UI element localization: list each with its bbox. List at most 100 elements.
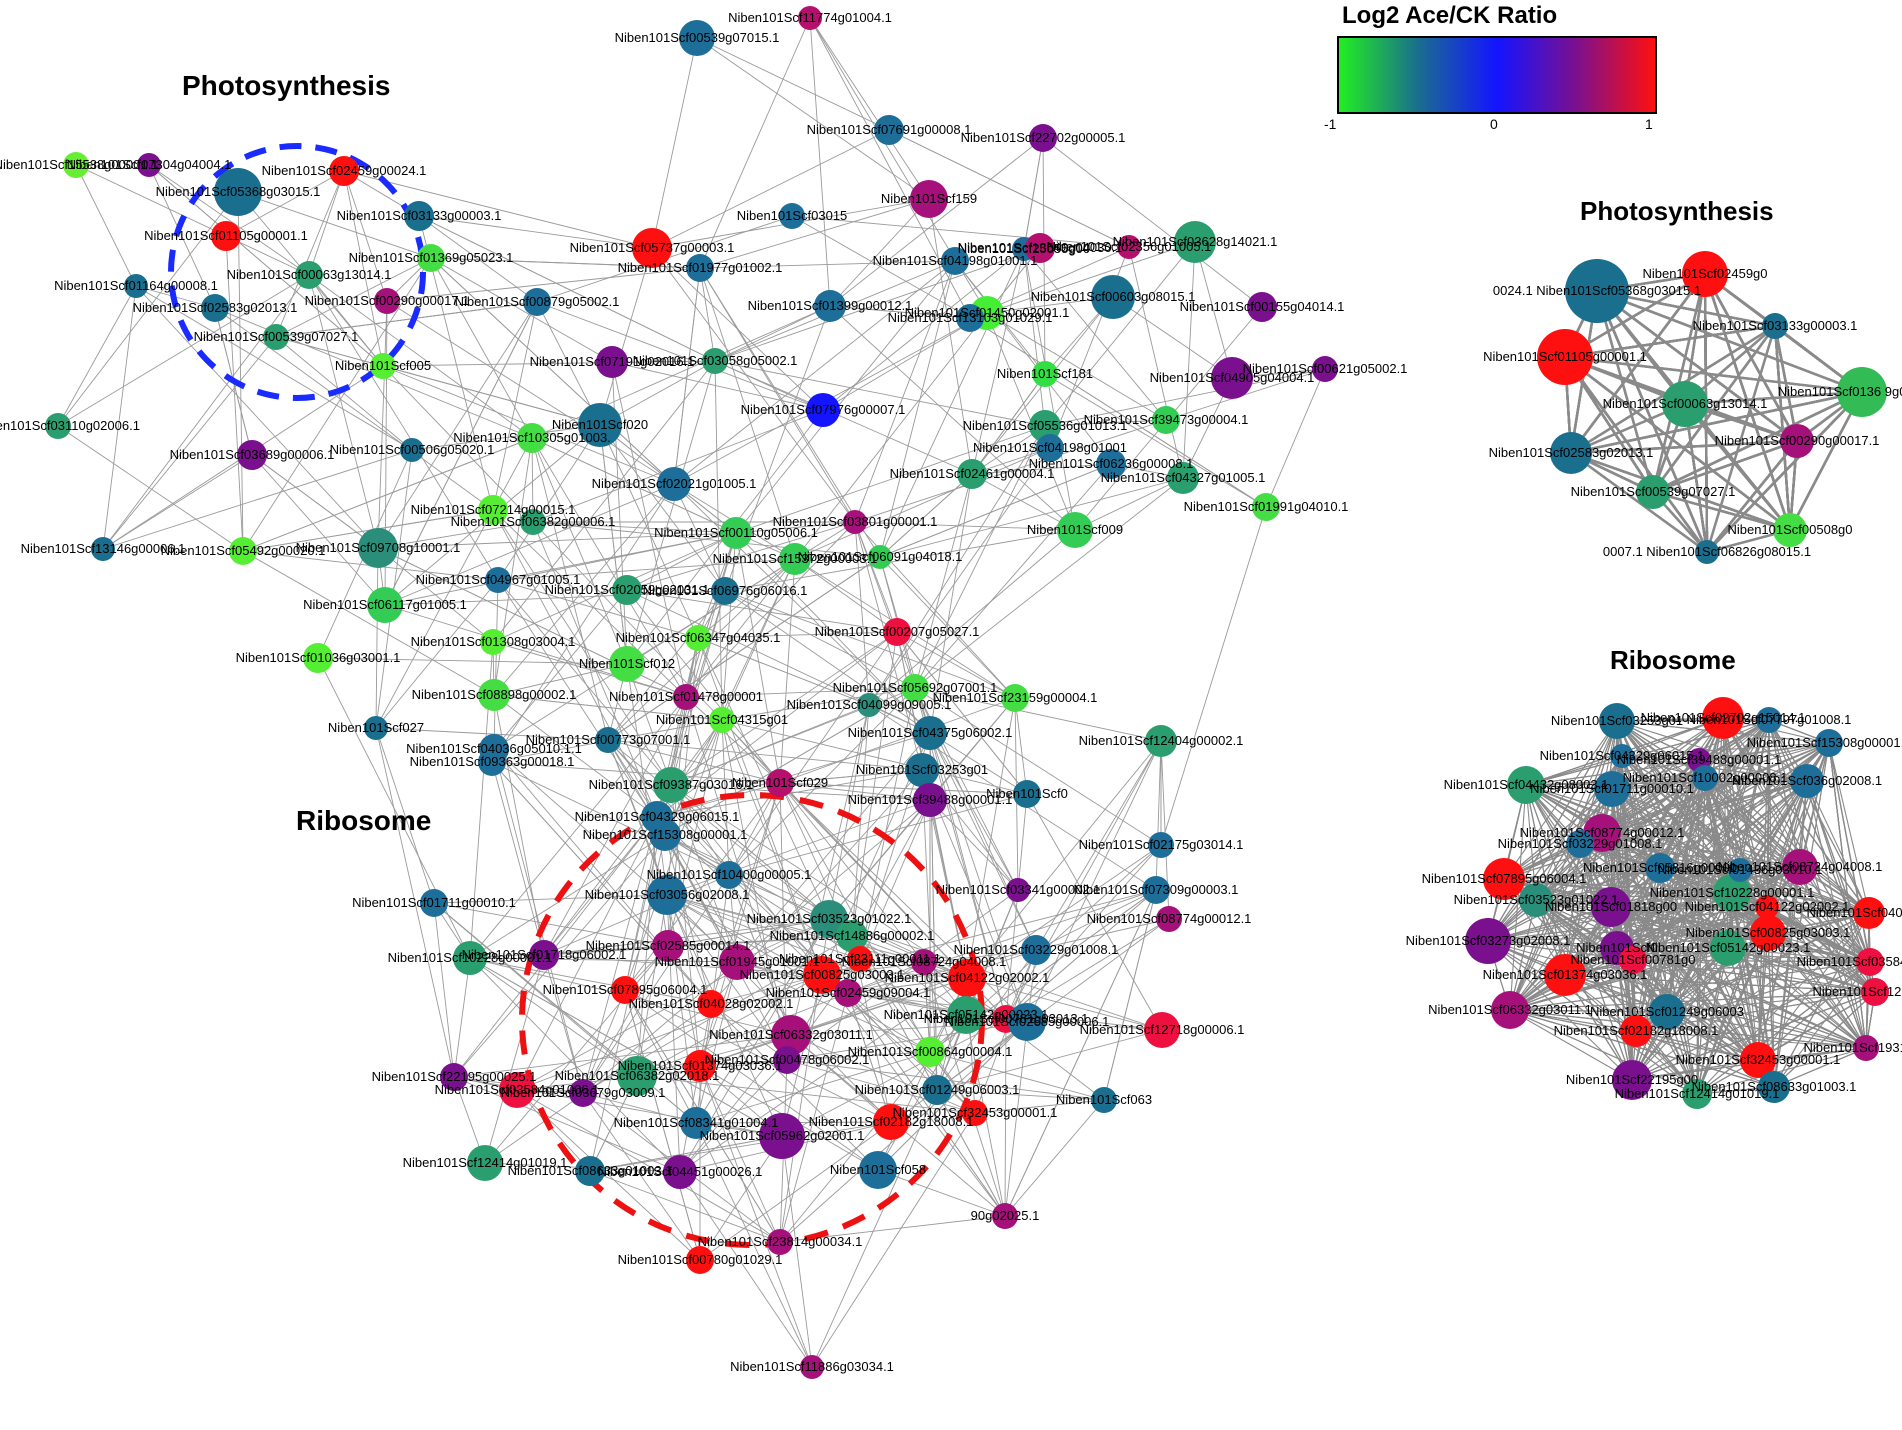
network-edge xyxy=(1616,719,1770,949)
main-node-label: Niben101Scf02461g00004.1 xyxy=(890,466,1055,481)
main-node xyxy=(124,274,148,298)
network-edge xyxy=(695,918,830,1124)
main-node-label: Niben101Scf10305g01003. xyxy=(453,430,611,445)
side-ribosome-node xyxy=(1566,830,1594,858)
network-edge xyxy=(491,761,545,956)
network-edge xyxy=(868,529,1076,706)
main-node xyxy=(611,976,639,1004)
network-edge xyxy=(928,198,973,475)
main-node xyxy=(1145,725,1177,757)
main-node-label: Niben101Scf06117g01005.1 xyxy=(303,597,467,612)
main-node xyxy=(211,221,241,251)
main-node xyxy=(295,261,323,289)
main-node-label: Niben101Scf01945g01001.1 xyxy=(655,954,820,969)
network-edge xyxy=(1509,1009,1698,1095)
network-edge xyxy=(1704,777,1801,868)
main-node-label: Niben101Scf02459g00024.1 xyxy=(262,163,427,178)
main-node xyxy=(632,228,672,268)
network-edge xyxy=(384,590,726,606)
network-edge xyxy=(971,373,1046,475)
main-node-label: Niben101Scf12718g00006.1 xyxy=(1080,1022,1245,1037)
network-edge xyxy=(724,590,1016,699)
side-ribosome-node xyxy=(1853,897,1885,929)
network-edge xyxy=(237,191,244,552)
main-node xyxy=(63,152,89,178)
network-edge xyxy=(1768,719,1871,963)
main-node xyxy=(800,1355,824,1379)
main-node xyxy=(913,716,947,750)
network-edge xyxy=(971,463,1112,475)
main-node-label: Niben101Scf05737g00003.1 xyxy=(570,240,735,255)
network-edge xyxy=(626,663,738,963)
main-node-label: Niben101Scf39473g00004.1 xyxy=(1084,412,1249,427)
side-ribosome-node-label: Niben101Scf01711g00010.1 xyxy=(1530,781,1694,796)
network-edge xyxy=(102,285,137,550)
main-node xyxy=(575,1156,605,1186)
side-photosynthesis-node-label: Niben101Scf03133g00003.1 xyxy=(1693,318,1858,333)
network-edge xyxy=(1509,1009,1775,1088)
main-node xyxy=(1247,292,1277,322)
network-edge xyxy=(75,164,310,276)
main-node-label: Niben101Scf06347g04035.1 xyxy=(616,630,781,645)
network-edge xyxy=(384,483,675,606)
network-edge xyxy=(879,473,973,558)
main-node-label: Niben101Scf15372g00003.1 xyxy=(713,551,878,566)
network-edge xyxy=(497,579,672,786)
network-edge xyxy=(736,799,931,963)
main-node-label: Niben101Scf09363g00018.1 xyxy=(410,754,575,769)
network-edge xyxy=(699,1135,783,1261)
network-edge xyxy=(859,687,916,960)
network-nodes xyxy=(45,6,1889,1379)
main-node xyxy=(1029,410,1061,442)
network-edge xyxy=(1659,867,1870,914)
side-ribosome-node-label: Niben101Scf036g02008.1 xyxy=(1732,773,1882,788)
network-edge xyxy=(781,1018,1007,1137)
main-node xyxy=(941,247,969,275)
main-node xyxy=(1032,361,1058,387)
main-node xyxy=(679,20,715,56)
network-edge xyxy=(929,732,1028,795)
main-node-label: Niben101Scf05962g02001.1 xyxy=(700,1128,865,1143)
main-node xyxy=(237,440,267,470)
network-edge xyxy=(1194,241,1233,379)
side-photosynthesis-node-label: 0007.1 Niben101Scf06826g08015.1 xyxy=(1603,544,1811,559)
network-edge xyxy=(1182,241,1196,479)
network-edge xyxy=(1652,325,1776,493)
network-edge xyxy=(1621,742,1830,757)
side-ribosome-node-label: Niben101Scf06332g03011.1 xyxy=(1428,1002,1592,1017)
network-edge xyxy=(735,532,781,784)
legend-tick-max: 1 xyxy=(1645,116,1653,132)
network-edge xyxy=(343,170,384,367)
network-edge xyxy=(1160,506,1267,846)
main-node-label: Niben101Scf04327g01005.1 xyxy=(1101,470,1266,485)
network-edge xyxy=(516,816,658,1091)
side-ribosome-node-label: Niben101Scf03253g01 xyxy=(1551,713,1683,728)
main-node xyxy=(478,679,510,711)
main-node-label: Niben101Scf01036g03001.1 xyxy=(236,650,401,665)
main-node-label: Niben101Scf00290g00017.1 xyxy=(305,293,470,308)
main-node-label: Niben101Scf00825g03003.1 xyxy=(740,967,905,982)
network-edge xyxy=(954,260,1112,465)
network-edge xyxy=(1535,899,1867,1049)
main-node-label: Niben101Scf03523g01022.1 xyxy=(747,911,912,926)
network-edge xyxy=(821,889,1157,976)
side-ribosome-node xyxy=(1483,858,1525,900)
network-edge xyxy=(779,558,796,784)
network-edge xyxy=(1579,843,1759,1061)
main-node-label: Niben101Scf15308g00001.1 xyxy=(583,827,748,842)
network-edge xyxy=(699,267,856,523)
main-node-label: Niben101Scf07976g00007.1 xyxy=(741,402,906,417)
main-node-label: Niben101Scf03110g02006.1 xyxy=(0,418,140,433)
network-edge xyxy=(1103,889,1157,1101)
main-node xyxy=(779,203,805,229)
main-node-label: Niben101Scf01105g00001.1 xyxy=(144,228,308,243)
network-edge xyxy=(1487,720,1618,942)
network-edge xyxy=(1806,780,1871,963)
network-edge xyxy=(582,1092,701,1261)
network-edge xyxy=(636,1075,976,1114)
main-node-label: Niben101Scf03015 xyxy=(737,208,848,223)
network-edge xyxy=(382,365,534,523)
network-edge xyxy=(1564,974,1867,1049)
side-ribosome-node-label: Niben101Scf10228g00001.1 xyxy=(1650,885,1815,900)
